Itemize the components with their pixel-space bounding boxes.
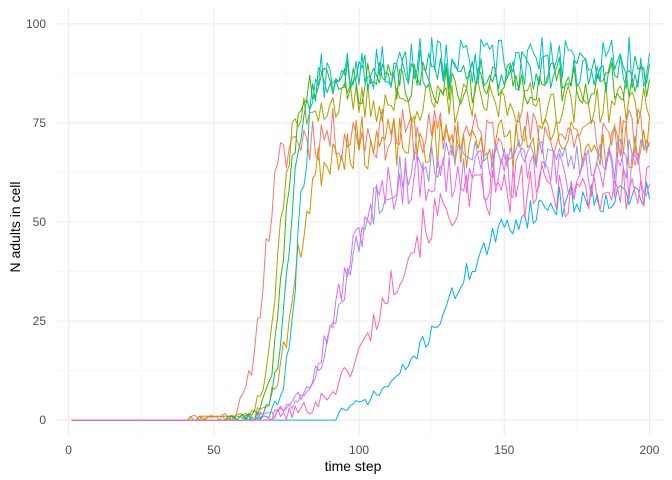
x-tick-label: 100: [349, 443, 369, 457]
x-tick-label: 0: [65, 443, 72, 457]
tick-labels: 0 50 100 150 200 0 25 50 75 100: [26, 17, 660, 457]
series-line-8: [71, 138, 650, 421]
y-tick-label: 75: [33, 116, 47, 130]
series-line-10: [71, 164, 650, 421]
series-line-7: [71, 181, 650, 421]
series-layer: [71, 36, 650, 421]
x-tick-label: 150: [494, 443, 514, 457]
y-tick-label: 50: [33, 215, 47, 229]
y-tick-label: 0: [39, 413, 46, 427]
y-tick-label: 100: [26, 17, 46, 31]
x-axis-title: time step: [325, 458, 382, 474]
x-tick-label: 50: [207, 443, 221, 457]
y-axis-title: N adults in cell: [7, 181, 23, 272]
x-tick-label: 200: [639, 443, 659, 457]
series-line-9: [71, 147, 650, 421]
y-tick-label: 25: [33, 314, 47, 328]
series-line-6: [71, 36, 650, 421]
series-line-2: [71, 115, 650, 421]
